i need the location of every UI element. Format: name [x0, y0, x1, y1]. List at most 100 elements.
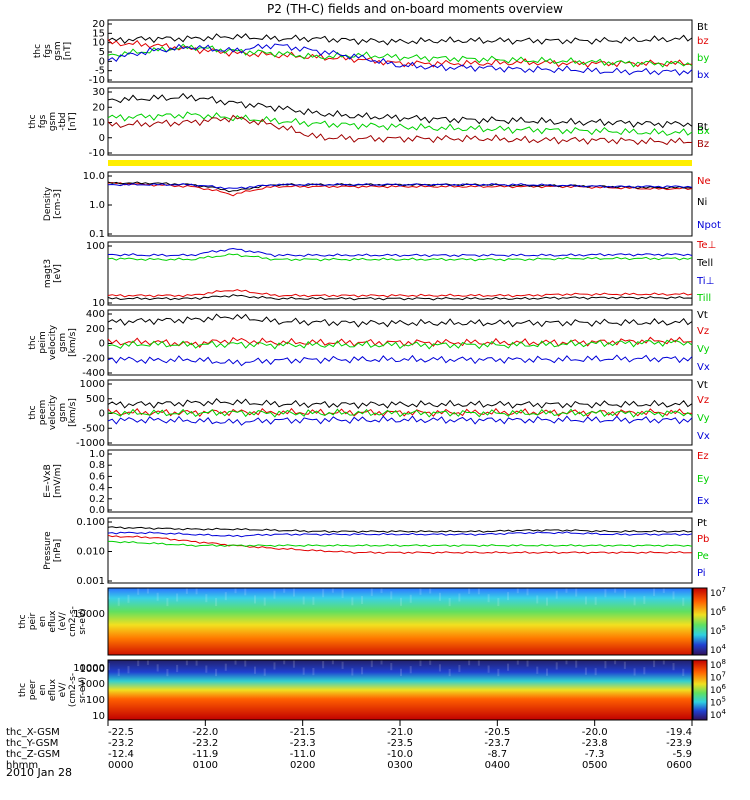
spectrogram-texture — [361, 595, 364, 604]
spectrogram-texture — [643, 667, 646, 675]
panel-frame — [107, 241, 693, 306]
ytick-label: -1000 — [76, 438, 105, 449]
xaxis-tick-value: -23.9 — [666, 738, 692, 749]
spectrogram-texture — [419, 586, 422, 595]
spectrogram-texture — [662, 657, 665, 665]
ylabel-line: eflux — [48, 610, 58, 633]
series-line-Bz — [107, 114, 693, 146]
spectrogram-texture — [283, 584, 286, 593]
spectrogram-texture — [546, 668, 548, 676]
spectrogram-texture — [623, 589, 626, 598]
xaxis-row-label: thc_X-GSM — [6, 727, 60, 738]
series-line-bz — [107, 39, 692, 68]
panel-frame — [107, 309, 693, 376]
spectrogram-texture — [302, 667, 305, 675]
series-line-Bt — [107, 33, 693, 46]
spectrogram-texture — [137, 586, 140, 595]
spectrogram-texture — [312, 596, 315, 605]
ytick-label: 10 — [92, 118, 105, 129]
spectrogram-texture — [292, 660, 295, 668]
spectrogram-texture — [127, 666, 130, 674]
legend-Vz: Vz — [697, 395, 709, 406]
colorbar-label: 107 — [710, 671, 726, 684]
spectrogram-texture — [341, 661, 344, 669]
colorbar-label: 107 — [710, 586, 726, 599]
xaxis-tick-value: 0300 — [387, 760, 412, 771]
ylabel-pressure: Pressure [nPa] — [43, 531, 63, 570]
ytick-label: -10 — [89, 75, 105, 86]
x-axis-labels: thc_X-GSM -22.5 -22.0 -21.5 -21.0 -20.5 -20.0-… — [6, 720, 693, 771]
ylabel-line: peem — [38, 400, 48, 426]
legend-Npot: Npot — [697, 220, 721, 231]
xaxis-tick-value: -20.5 — [484, 727, 510, 738]
spectrogram-texture — [263, 668, 266, 676]
colorbar-label: 108 — [710, 658, 726, 671]
series-line-Te⊥ — [107, 289, 693, 298]
spectrogram-texture — [234, 585, 237, 594]
ylabel-line: eflux — [48, 678, 58, 701]
ytick-label: 0.2 — [89, 494, 105, 505]
ylabel-line: peer — [28, 679, 38, 700]
colorbar-label: 105 — [710, 624, 726, 637]
spectrogram-texture — [662, 584, 665, 593]
ylabel-peim-velocity: thc peim velocity gsm [km/s] — [28, 324, 78, 360]
ylabel-line: gsm — [58, 403, 68, 422]
series-line-Ti⊥ — [107, 247, 693, 258]
xaxis-tick-value: -7.3 — [585, 749, 605, 760]
legend-Pe: Pe — [697, 551, 709, 562]
series-line-bx — [107, 43, 693, 76]
ytick-label: 20 — [92, 102, 105, 113]
spectrogram-texture — [653, 587, 656, 596]
legend-by: by — [697, 53, 709, 64]
series-line-Pe — [108, 540, 693, 548]
spectrogram-texture — [594, 596, 597, 605]
legend-Bz: Bz — [697, 139, 709, 150]
spectrogram-texture — [224, 592, 227, 601]
ytick-label: 0.010 — [76, 547, 105, 558]
ytick-label: 1000 — [80, 379, 105, 390]
xaxis-tick-value: -22.5 — [108, 727, 134, 738]
spectrogram-texture — [497, 668, 500, 677]
spectrogram-texture — [594, 667, 597, 676]
colorbar-label: 104 — [710, 643, 726, 656]
xaxis-tick-value: -23.2 — [108, 738, 134, 749]
spectrogram-texture — [215, 668, 218, 677]
ylabel-density: Density [cm-3] — [43, 186, 63, 221]
spectrogram-texture — [185, 585, 188, 594]
ylabel-line: (eV/ — [58, 611, 68, 630]
ylabel-line: en — [38, 684, 48, 695]
ytick-label: 500 — [86, 394, 105, 405]
spectrogram-texture — [438, 664, 441, 672]
legend-bx: bx — [697, 70, 709, 81]
spectrogram-texture — [468, 585, 471, 594]
ylabel-fgs-gsm: thc fgs gsm [nT] — [33, 41, 73, 60]
spectrogram-texture — [244, 587, 247, 596]
spectrogram-texture — [672, 663, 675, 671]
series-line-Vz — [107, 336, 693, 349]
ylabel-line: sr-eV) — [78, 608, 88, 634]
xaxis-tick-value: -23.3 — [290, 738, 316, 749]
spectrogram-texture — [341, 589, 344, 598]
ylabel-line: velocity — [48, 394, 58, 430]
xaxis-tick-value: -21.0 — [387, 727, 413, 738]
legend-Vz: Vz — [697, 326, 709, 337]
spectrogram-texture — [166, 668, 169, 677]
xaxis-tick-value: -12.4 — [108, 749, 134, 760]
ylabel-line: peir — [28, 612, 38, 630]
ytick-label: 15 — [92, 28, 105, 39]
spectrogram-texture — [273, 662, 276, 670]
series-line-Npot — [107, 182, 693, 190]
spectrogram-texture — [370, 659, 373, 668]
xaxis-tick-value: 0600 — [667, 760, 692, 771]
spectrogram-texture — [185, 658, 188, 666]
ytick-label: 20 — [92, 19, 105, 30]
ylabel-line: (cm2-s- — [68, 673, 78, 707]
series-line-Tell — [107, 294, 693, 301]
ylabel-line: [km/s] — [68, 398, 78, 427]
ylabel-line: thc — [33, 44, 43, 58]
ylabel-line: magt3 — [43, 259, 53, 288]
spectrogram-texture — [117, 668, 120, 676]
spectrogram-texture — [254, 666, 256, 674]
ylabel-line: Pressure — [43, 531, 53, 570]
xaxis-tick-value: -11.0 — [290, 749, 316, 760]
